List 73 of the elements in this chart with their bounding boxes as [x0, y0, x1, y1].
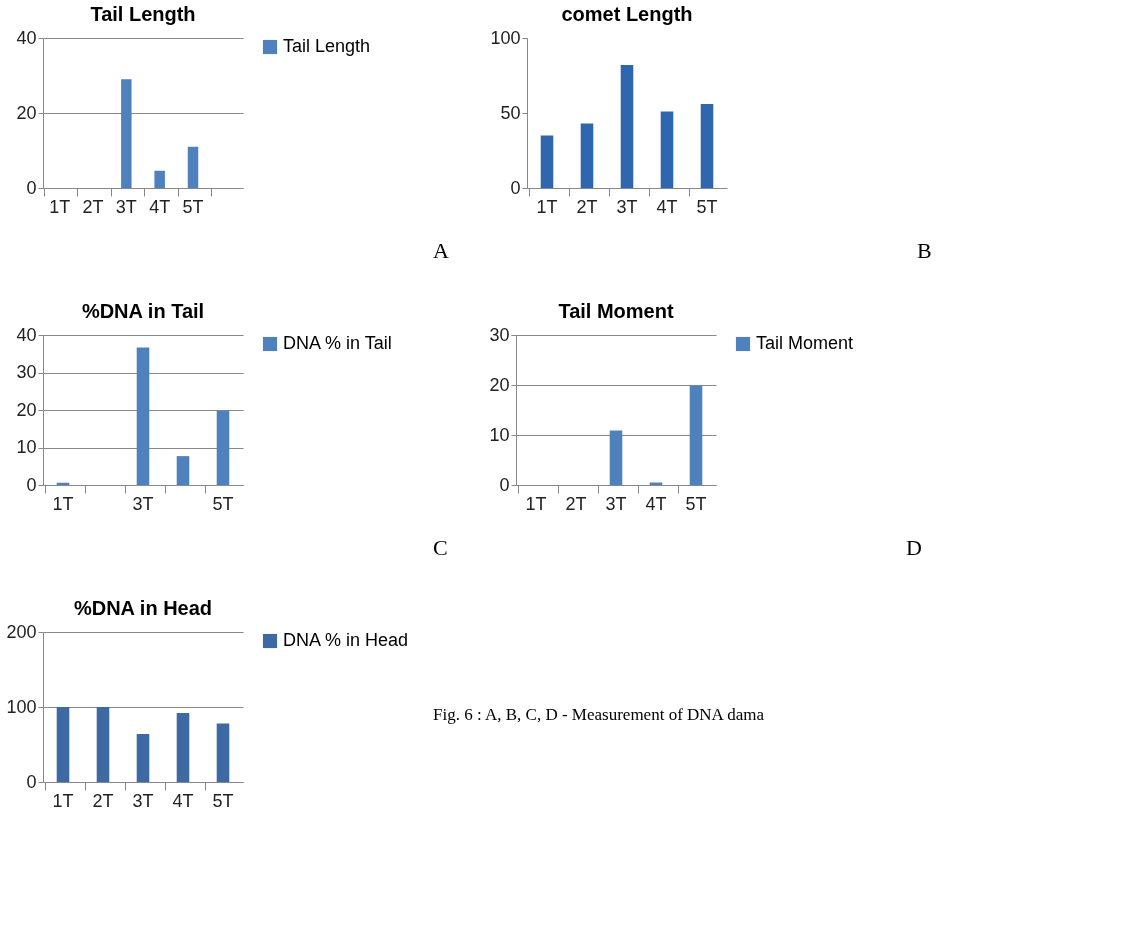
- y-tick-label: 40: [16, 324, 37, 345]
- bar: [176, 713, 190, 782]
- bar: [187, 146, 199, 188]
- x-tick-label: 5T: [685, 493, 707, 514]
- text: A: [433, 238, 449, 263]
- chart-title: comet Length: [561, 3, 693, 25]
- x-tick-label: 3T: [132, 493, 154, 514]
- x-tick-label: 1T: [525, 493, 547, 514]
- y-tick-label: 10: [489, 424, 510, 445]
- legend-label: DNA % in Tail: [283, 333, 392, 353]
- bar: [620, 65, 634, 188]
- chart-title: %DNA in Head: [73, 597, 213, 619]
- chart-title: %DNA in Tail: [81, 300, 205, 322]
- bar: [56, 707, 70, 782]
- legend-label: DNA % in Head: [283, 630, 409, 650]
- text: D: [906, 535, 922, 560]
- bar: [96, 707, 110, 782]
- x-tick-label: 1T: [52, 790, 74, 811]
- y-tick-label: 0: [499, 474, 510, 495]
- x-tick-label: 4T: [645, 493, 667, 514]
- y-tick-label: 30: [489, 324, 510, 345]
- y-tick-label: 10: [16, 437, 37, 457]
- bar: [216, 723, 230, 782]
- x-tick-label: 1T: [536, 196, 558, 217]
- bar: [136, 734, 150, 782]
- bar: [136, 347, 150, 485]
- caption: Fig. 6 : A, B, C, D - Measurement of DNA dama: [433, 704, 765, 724]
- legend-label: Tail Length: [283, 36, 371, 56]
- bar: [660, 111, 674, 188]
- bar: [540, 135, 554, 188]
- x-tick-label: 5T: [182, 196, 204, 217]
- y-tick-label: 0: [26, 474, 37, 495]
- x-tick-label: 1T: [52, 493, 74, 514]
- x-tick-label: 4T: [149, 196, 171, 217]
- bar: [580, 123, 594, 188]
- x-tick-label: 4T: [656, 196, 678, 217]
- y-tick-label: 200: [6, 621, 37, 642]
- x-tick-label: 3T: [132, 790, 154, 811]
- x-tick-label: 5T: [212, 790, 234, 811]
- bar: [176, 456, 190, 485]
- x-tick-label: 3T: [605, 493, 627, 514]
- x-tick-label: 3T: [115, 196, 137, 217]
- x-tick-label: 4T: [172, 790, 194, 811]
- x-tick-label: 5T: [212, 493, 234, 514]
- bar: [154, 170, 165, 188]
- y-tick-label: 40: [16, 27, 37, 48]
- chart-title: Tail Length: [90, 3, 196, 25]
- legend-label: Tail Moment: [756, 333, 854, 353]
- text: B: [917, 238, 932, 263]
- y-tick-label: 20: [16, 102, 37, 123]
- x-tick-label: 3T: [616, 196, 638, 217]
- x-tick-label: 2T: [576, 196, 598, 217]
- chart-title: Tail Moment: [558, 300, 674, 322]
- x-tick-label: 1T: [49, 196, 71, 217]
- y-tick-label: 20: [489, 374, 510, 395]
- bar: [689, 385, 703, 485]
- y-tick-label: 0: [26, 177, 37, 198]
- x-tick-label: 5T: [696, 196, 718, 217]
- y-tick-label: 0: [26, 771, 37, 792]
- y-tick-label: 100: [6, 696, 37, 717]
- y-tick-label: 0: [510, 177, 521, 198]
- text: C: [433, 535, 448, 560]
- bar: [216, 410, 230, 485]
- y-tick-label: 20: [16, 399, 37, 420]
- y-tick-label: 100: [490, 27, 521, 48]
- bar: [121, 79, 132, 188]
- x-tick-label: 2T: [82, 196, 104, 217]
- bar: [700, 104, 714, 188]
- y-tick-label: 50: [500, 102, 521, 123]
- x-tick-label: 2T: [92, 790, 114, 811]
- bar: [609, 430, 623, 485]
- y-tick-label: 30: [16, 362, 37, 382]
- x-tick-label: 2T: [565, 493, 587, 514]
